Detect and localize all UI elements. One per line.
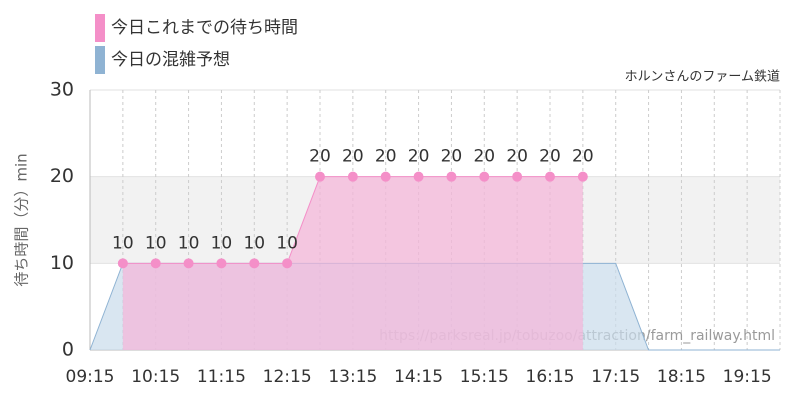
data-point: [577, 171, 588, 182]
y-tick-label: 20: [50, 165, 74, 187]
data-label: 10: [112, 233, 134, 253]
data-label: 20: [408, 147, 430, 167]
x-tick-label: 12:15: [263, 367, 312, 387]
data-point: [315, 171, 325, 182]
y-tick-label: 0: [62, 339, 74, 361]
data-point: [512, 171, 523, 182]
data-label: 10: [276, 233, 298, 253]
data-label: 20: [506, 147, 528, 167]
data-label: 20: [473, 147, 495, 167]
data-point: [117, 258, 128, 269]
data-point: [249, 258, 260, 269]
data-label: 10: [145, 233, 167, 253]
legend-swatch: [95, 14, 105, 42]
data-point: [413, 171, 424, 182]
legend-label: 今日これまでの待ち時間: [111, 18, 298, 38]
series-area: [122, 176, 583, 350]
data-point: [380, 171, 391, 182]
data-label: 10: [178, 233, 200, 253]
data-point: [347, 171, 358, 182]
x-tick-label: 19:15: [723, 367, 772, 387]
y-axis-label: 待ち時間（分）min: [13, 153, 31, 286]
data-point: [446, 171, 457, 182]
data-point: [545, 171, 555, 182]
data-label: 20: [539, 147, 561, 167]
data-label: 20: [441, 147, 463, 167]
x-tick-label: 18:15: [657, 367, 706, 387]
x-tick-label: 09:15: [66, 367, 115, 387]
data-label: 10: [243, 233, 265, 253]
y-tick-label: 30: [50, 79, 74, 101]
data-point: [216, 258, 227, 269]
x-tick-label: 10:15: [131, 367, 180, 387]
legend-label: 今日の混雑予想: [111, 50, 230, 70]
data-point: [183, 258, 194, 269]
x-tick-label: 16:15: [526, 367, 575, 387]
x-tick-label: 13:15: [328, 367, 377, 387]
data-point: [150, 258, 161, 269]
legend-swatch: [95, 46, 105, 74]
y-tick-label: 10: [50, 252, 74, 274]
data-label: 10: [211, 233, 233, 253]
data-label: 20: [572, 147, 594, 167]
data-point: [282, 258, 293, 269]
x-tick-label: 14:15: [394, 367, 443, 387]
attribution: ホルンさんのファーム鉄道: [625, 70, 780, 85]
data-label: 20: [342, 147, 364, 167]
x-tick-label: 15:15: [460, 367, 509, 387]
x-tick-label: 17:15: [591, 367, 640, 387]
data-label: 20: [375, 147, 397, 167]
data-label: 20: [309, 147, 331, 167]
x-tick-label: 11:15: [197, 367, 246, 387]
data-point: [479, 171, 490, 182]
